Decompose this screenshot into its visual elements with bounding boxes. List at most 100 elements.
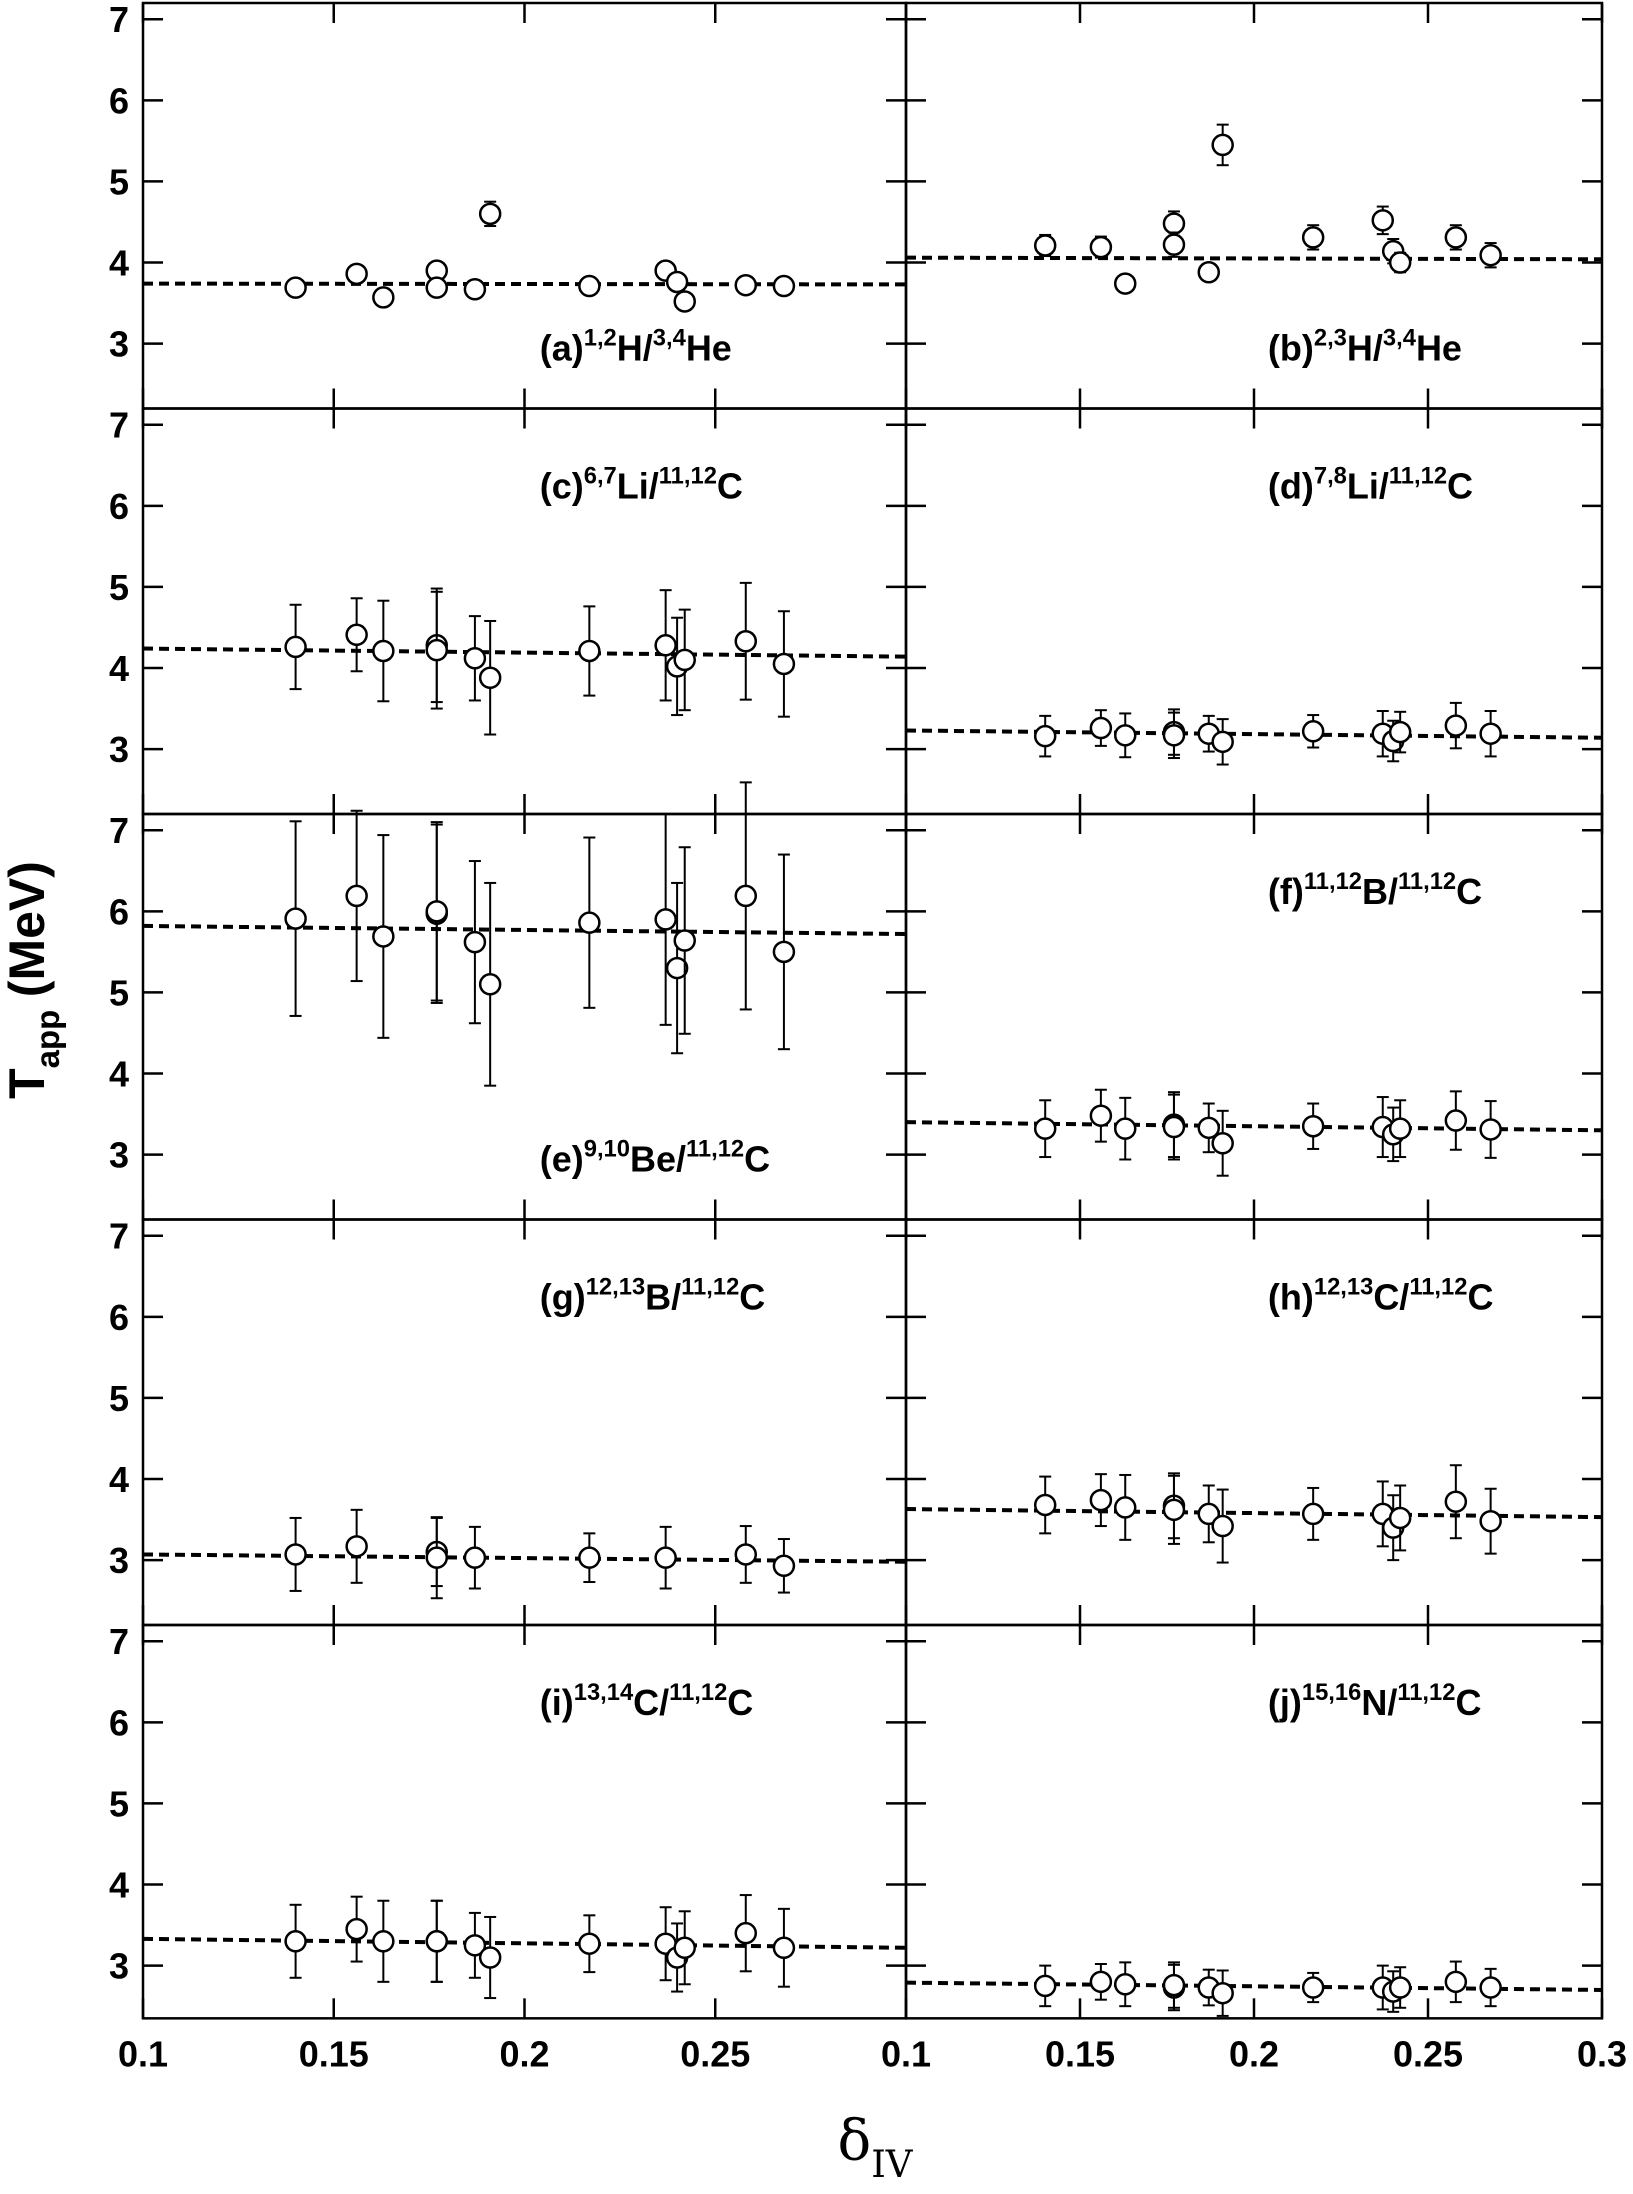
panel-label-part: C — [717, 466, 743, 507]
data-point — [463, 930, 487, 954]
data-point — [734, 630, 758, 653]
panel-label: (g)12,13B/11,12C — [540, 1273, 766, 1317]
panel-label-part: (d) — [1268, 466, 1314, 507]
data-point — [372, 925, 395, 948]
data-point — [1444, 1109, 1468, 1132]
panel-label-part: 11,12 — [1389, 462, 1447, 489]
x-axis-label-part: IV — [871, 2143, 914, 2186]
panel-label-part: 11,12 — [1397, 1679, 1455, 1706]
data-point — [425, 1930, 449, 1953]
data-point — [578, 274, 601, 298]
data-point — [1033, 724, 1057, 748]
panel-label-part: 13,14 — [574, 1679, 634, 1706]
panel-label-part: 11,12 — [686, 1135, 744, 1162]
data-point — [1162, 1973, 1186, 1997]
data-point — [463, 1934, 487, 1957]
data-point — [772, 1554, 796, 1578]
panel-label-part: C — [744, 1139, 770, 1180]
panel-label-part: C — [739, 1277, 765, 1318]
panel-label-part: 11,12 — [681, 1273, 739, 1300]
x-tick-label: 0.15 — [299, 2033, 369, 2074]
data-point — [478, 1946, 502, 1969]
panel-label-part: H/ — [617, 328, 653, 369]
data-point — [734, 273, 758, 297]
data-point — [665, 270, 689, 294]
data-point — [1197, 1116, 1221, 1140]
y-tick-label: 7 — [109, 1621, 129, 1662]
data-point — [1089, 1488, 1113, 1512]
panel-frame — [904, 1, 1604, 410]
data-point — [1211, 1981, 1234, 2005]
data-point — [1479, 1976, 1502, 1999]
data-point — [284, 1930, 307, 1953]
x-tick-label: 0.15 — [1045, 2033, 1115, 2074]
panel-frame — [904, 812, 1604, 1221]
data-point — [578, 1546, 601, 1569]
panel-frame — [904, 407, 1604, 816]
panel-label-part: C — [1467, 1277, 1493, 1318]
panel-label: (f)11,12B/11,12C — [1268, 868, 1482, 912]
data-point — [1033, 1974, 1057, 1998]
panel-label-part: C — [1456, 871, 1482, 912]
panel-label-part: 2,3 — [1314, 324, 1347, 351]
data-point — [772, 1936, 796, 1960]
data-point — [1162, 233, 1186, 256]
data-point — [372, 286, 395, 309]
data-point — [345, 262, 368, 286]
panel-label-part: C — [1455, 1682, 1481, 1723]
y-axis-label: Tapp (MeV) — [0, 861, 66, 1099]
data-point — [345, 1535, 368, 1558]
data-point — [673, 929, 696, 952]
panel-label-part: C — [1447, 466, 1473, 507]
x-tick-label: 0.2 — [499, 2033, 549, 2074]
x-tick-label: 0.25 — [680, 2033, 750, 2074]
y-tick-label: 5 — [109, 972, 129, 1013]
data-point — [1162, 1115, 1186, 1139]
x-tick-label: 0.2 — [1229, 2033, 1279, 2074]
data-point — [284, 907, 307, 930]
data-point — [1211, 133, 1234, 157]
panel-label: (c)6,7Li/11,12C — [540, 462, 743, 506]
y-tick-label: 6 — [109, 1297, 129, 1338]
panel-label-part: Li/ — [617, 466, 659, 507]
panel-label-part: 3,4 — [653, 324, 687, 351]
data-point — [1388, 720, 1412, 744]
y-tick-label: 6 — [109, 1702, 129, 1743]
data-point — [345, 884, 368, 908]
y-tick-label: 7 — [109, 1216, 129, 1257]
data-point — [673, 648, 696, 672]
data-point — [478, 202, 502, 226]
data-point — [284, 635, 307, 659]
data-point — [1479, 1509, 1502, 1533]
x-tick-label: 0.1 — [118, 2033, 168, 2074]
data-point — [1211, 1514, 1234, 1538]
panel-label-part: 9,10 — [584, 1135, 630, 1162]
panel-label: (b)2,3H/3,4He — [1268, 324, 1462, 368]
data-point — [1113, 1973, 1137, 1996]
panel-label: (h)12,13C/11,12C — [1268, 1273, 1494, 1317]
panel-label-part: (f) — [1268, 871, 1304, 912]
panel-label-part: C/ — [633, 1682, 669, 1723]
panel-label-part: He — [1416, 328, 1462, 369]
data-point — [1301, 720, 1325, 743]
panel-label: (j)15,16N/11,12C — [1268, 1679, 1482, 1723]
y-tick-label: 5 — [109, 1783, 129, 1824]
data-point — [1479, 1118, 1502, 1141]
data-point — [665, 956, 689, 980]
data-point — [463, 647, 487, 670]
panel-label-part: 11,12 — [1304, 868, 1362, 895]
y-tick-label: 6 — [109, 486, 129, 527]
data-point — [425, 638, 449, 662]
data-point — [1301, 1502, 1325, 1526]
y-tick-label: 6 — [109, 891, 129, 932]
data-point — [1113, 1117, 1137, 1140]
data-point — [654, 634, 677, 657]
data-point — [425, 276, 449, 299]
y-tick-label: 3 — [109, 1135, 129, 1176]
data-point — [1371, 209, 1395, 232]
panel-label-part: 12,13 — [1314, 1273, 1373, 1300]
y-axis-label-part: T — [0, 1068, 55, 1099]
panel-frame — [141, 812, 908, 1221]
data-point — [654, 908, 677, 931]
panel-label-part: 12,13 — [586, 1273, 645, 1300]
